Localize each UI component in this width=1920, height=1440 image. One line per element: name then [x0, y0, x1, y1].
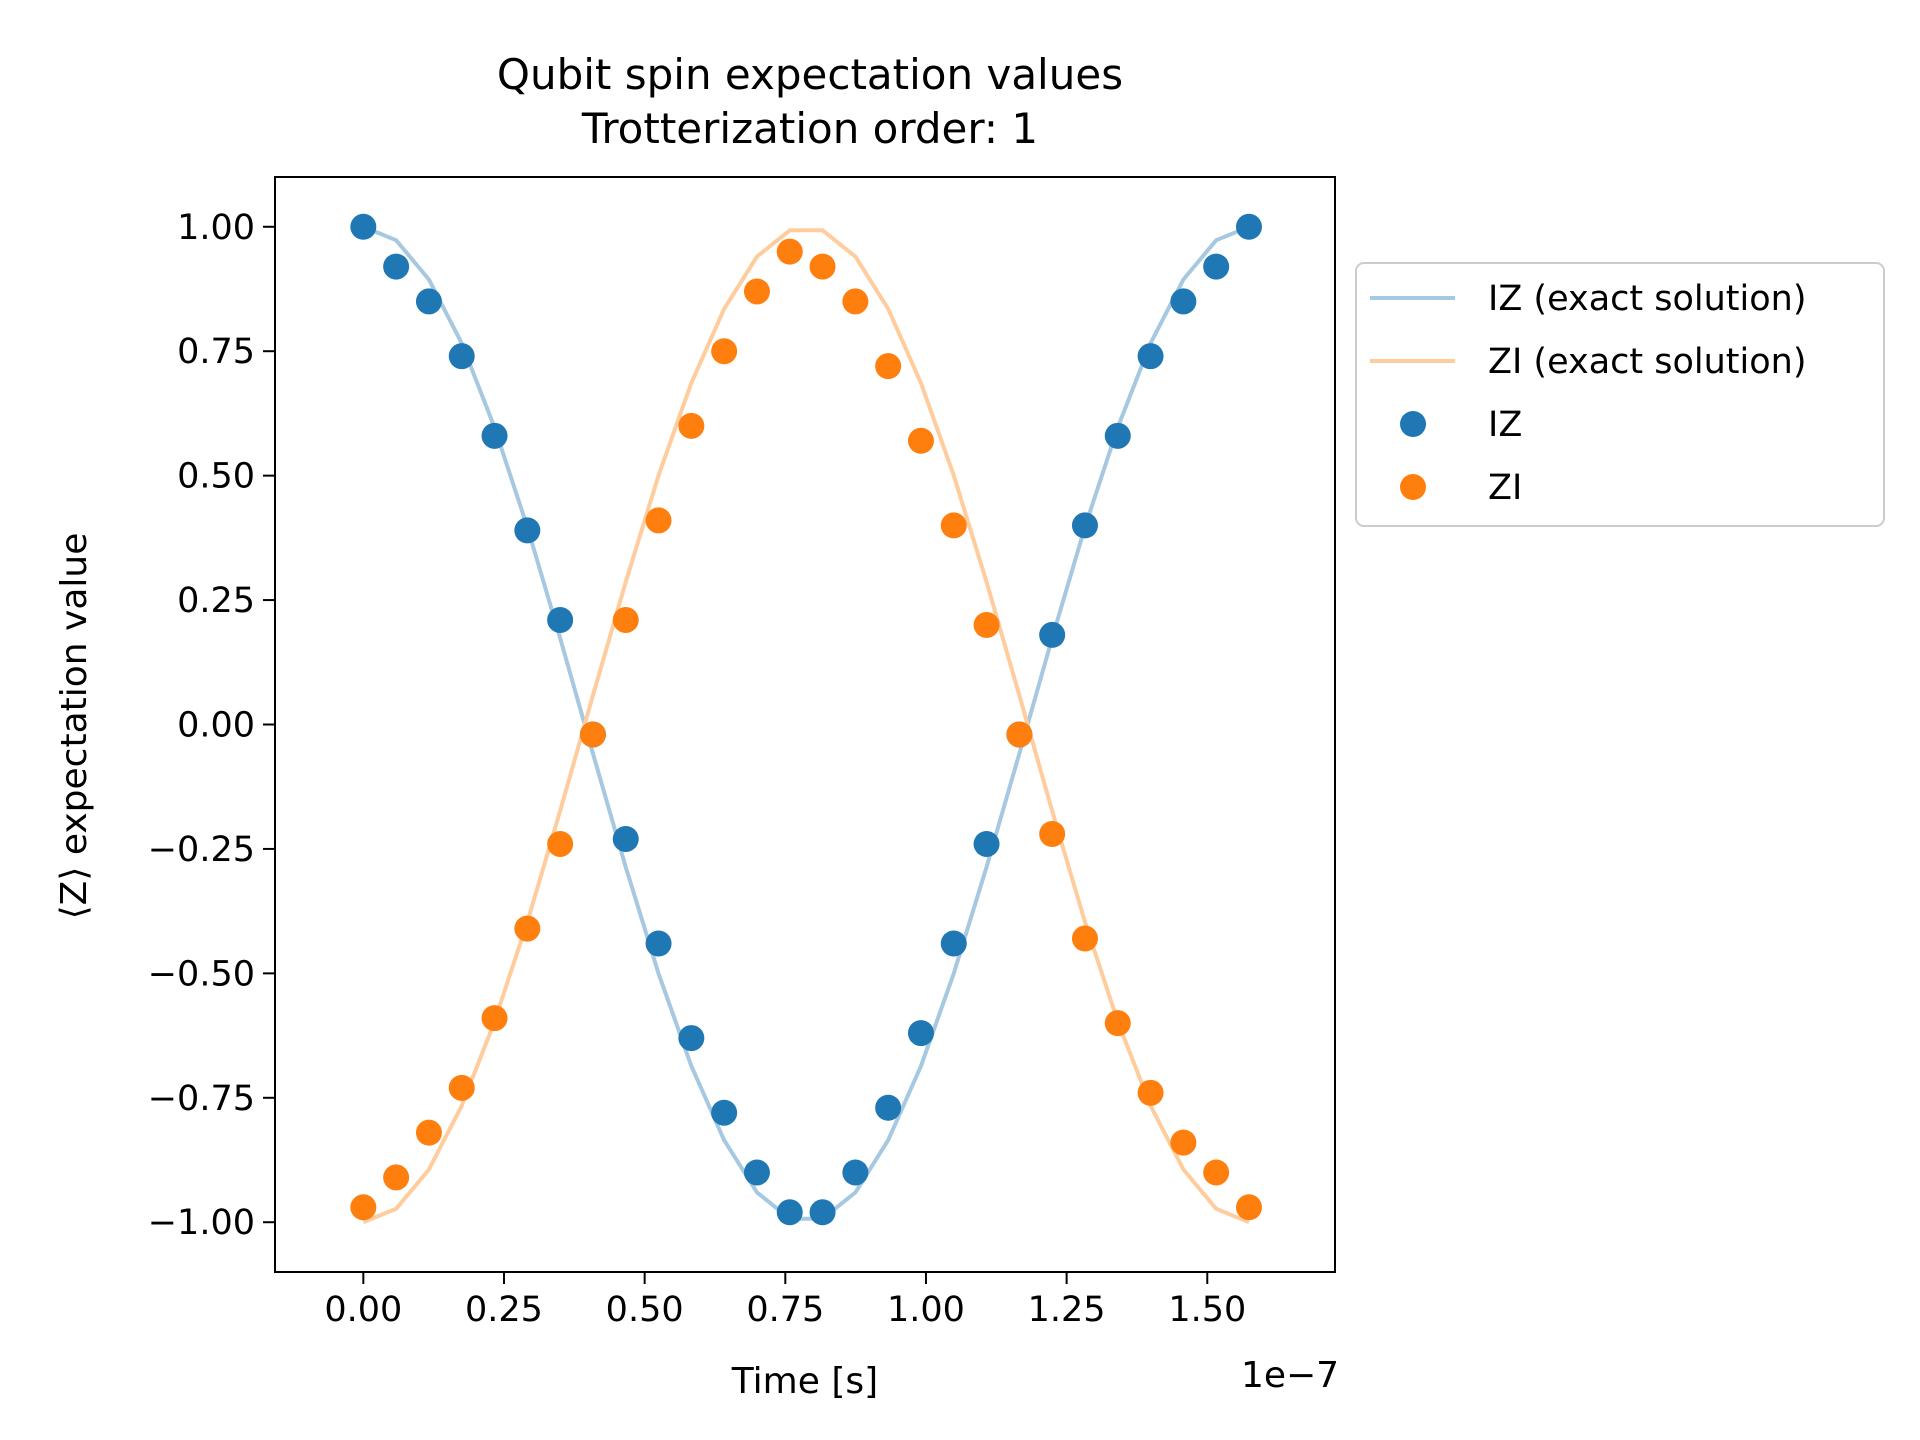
- data-point-iz: [1235, 213, 1262, 240]
- data-point-zi: [547, 830, 574, 857]
- data-point-zi: [415, 1119, 442, 1146]
- data-point-iz: [1039, 621, 1066, 648]
- series-line-iz-exact-solution: [362, 224, 1250, 1221]
- data-point-zi: [743, 278, 770, 305]
- data-point-iz: [1137, 343, 1164, 370]
- data-point-iz: [645, 930, 672, 957]
- series-markers: [350, 213, 1262, 1226]
- chart-title: Qubit spin expectation values: [497, 50, 1123, 99]
- data-point-iz: [711, 1099, 738, 1126]
- data-point-iz: [383, 253, 410, 280]
- plot-area: [350, 213, 1262, 1226]
- data-point-zi: [776, 238, 803, 265]
- y-axis-label: ⟨Z⟩ expectation value: [54, 533, 95, 920]
- x-tick-label: 0.25: [465, 1290, 543, 1330]
- data-point-zi: [645, 507, 672, 534]
- data-point-iz: [350, 213, 377, 240]
- data-point-iz: [842, 1159, 869, 1186]
- data-point-iz: [875, 1094, 902, 1121]
- series-lines: [362, 224, 1250, 1225]
- data-point-iz: [809, 1199, 836, 1226]
- y-tick-label: −0.25: [148, 830, 255, 870]
- data-point-zi: [1104, 1010, 1131, 1037]
- data-point-iz: [1203, 253, 1230, 280]
- legend-label-iz: IZ: [1488, 405, 1522, 445]
- data-point-iz: [743, 1159, 770, 1186]
- legend-swatch-iz: [1400, 411, 1426, 437]
- x-axis: 0.00 0.25 0.50 0.75 1.00 1.25 1.50: [324, 1272, 1246, 1330]
- data-point-iz: [612, 825, 639, 852]
- data-point-zi: [973, 611, 1000, 638]
- data-point-zi: [1203, 1159, 1230, 1186]
- legend: IZ (exact solution) ZI (exact solution) IZ…: [1355, 262, 1885, 527]
- y-tick-label: 0.25: [177, 581, 255, 621]
- data-point-zi: [907, 427, 934, 454]
- legend-label-zi: ZI: [1488, 468, 1522, 508]
- data-point-iz: [514, 517, 541, 544]
- y-tick-label: −0.75: [148, 1079, 255, 1119]
- x-tick-label: 0.00: [324, 1290, 402, 1330]
- data-point-zi: [842, 288, 869, 315]
- y-tick-label: −0.50: [148, 954, 255, 994]
- data-point-zi: [711, 338, 738, 365]
- data-point-iz: [678, 1025, 705, 1052]
- legend-label-zi-exact-solution: ZI (exact solution): [1488, 342, 1807, 382]
- data-point-zi: [809, 253, 836, 280]
- data-point-zi: [579, 721, 606, 748]
- legend-frame: [1355, 262, 1885, 527]
- data-point-iz: [940, 930, 967, 957]
- data-point-zi: [612, 606, 639, 633]
- x-tick-label: 1.00: [887, 1290, 965, 1330]
- data-point-iz: [973, 830, 1000, 857]
- data-point-zi: [875, 353, 902, 380]
- x-axis-label: Time [s]: [731, 1361, 878, 1402]
- y-tick-label: −1.00: [148, 1203, 255, 1243]
- x-tick-label: 1.50: [1168, 1290, 1246, 1330]
- data-point-iz: [415, 288, 442, 315]
- x-tick-label: 0.50: [606, 1290, 684, 1330]
- legend-label-iz-exact-solution: IZ (exact solution): [1488, 279, 1807, 319]
- data-point-iz: [1104, 422, 1131, 449]
- y-tick-label: 0.00: [177, 706, 255, 746]
- data-point-iz: [481, 422, 508, 449]
- y-tick-label: 0.75: [177, 332, 255, 372]
- data-point-zi: [383, 1164, 410, 1191]
- x-tick-label: 0.75: [746, 1290, 824, 1330]
- data-point-iz: [776, 1199, 803, 1226]
- data-point-zi: [940, 512, 967, 539]
- x-tick-label: 1.25: [1028, 1290, 1106, 1330]
- data-point-zi: [1006, 721, 1033, 748]
- data-point-zi: [1071, 925, 1098, 952]
- y-tick-label: 1.00: [177, 208, 255, 248]
- data-point-zi: [1039, 821, 1066, 847]
- data-point-zi: [1235, 1194, 1262, 1221]
- y-tick-label: 0.50: [177, 457, 255, 497]
- data-point-iz: [448, 343, 475, 370]
- data-point-zi: [1170, 1129, 1197, 1156]
- data-point-iz: [907, 1020, 934, 1047]
- x-offset-text: 1e−7: [1241, 1355, 1339, 1396]
- data-point-iz: [1071, 512, 1098, 539]
- data-point-zi: [514, 915, 541, 942]
- legend-items: IZ (exact solution) ZI (exact solution) IZ…: [1370, 279, 1807, 508]
- y-axis: 1.00 0.75 0.50 0.25 0.00 −0.25 −0.50 −0.75 −1.00: [148, 208, 275, 1243]
- data-point-iz: [547, 606, 574, 633]
- series-line-zi-exact-solution: [362, 228, 1250, 1225]
- data-point-zi: [481, 1005, 508, 1032]
- data-point-zi: [678, 412, 705, 439]
- chart-subtitle: Trotterization order: 1: [581, 104, 1038, 153]
- legend-swatch-zi: [1400, 474, 1426, 500]
- data-point-zi: [350, 1194, 377, 1221]
- data-point-zi: [448, 1074, 475, 1101]
- data-point-iz: [1170, 288, 1197, 315]
- data-point-zi: [1137, 1079, 1164, 1106]
